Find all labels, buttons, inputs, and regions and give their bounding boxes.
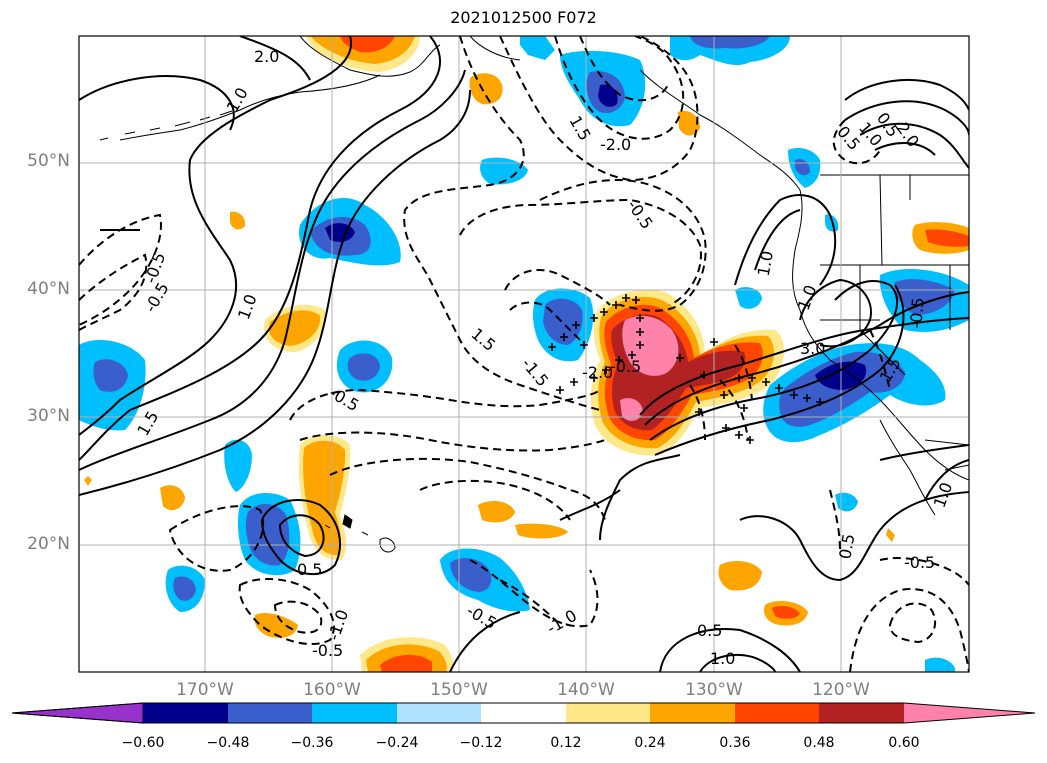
lon-label-160w: 160°W xyxy=(303,680,361,700)
contour-label: 1.0 xyxy=(710,649,735,668)
colorbar-bin xyxy=(566,703,650,723)
colorbar xyxy=(11,702,1036,724)
contour-label: -2.0 xyxy=(582,363,613,382)
contour-label: 0.5 xyxy=(297,560,322,579)
colorbar-bin xyxy=(735,703,819,723)
colorbar-tick-label: −0.60 xyxy=(121,735,165,751)
contour-label: -0.5 xyxy=(312,641,343,660)
contour-label: -2.0 xyxy=(600,135,631,154)
colorbar-tick-label: −0.48 xyxy=(206,735,250,751)
graticule xyxy=(79,36,969,672)
contour-label: 3.0 xyxy=(800,339,825,358)
contour-label: -0.5 xyxy=(904,553,935,572)
lat-label-30n: 30°N xyxy=(27,406,70,426)
colorbar-tick-label: 0.24 xyxy=(634,735,666,751)
colorbar-tick-label: −0.24 xyxy=(375,735,419,751)
contour-label: 2.0 xyxy=(254,47,279,66)
colorbar-bin xyxy=(143,703,228,723)
contour-label: 1.0 xyxy=(754,249,777,277)
map-content: 2.0 1.0 1.5 -2.0 -0.5 1.0 -0.5 1.5 2.0 0… xyxy=(79,36,969,672)
contour-label: -0.5 xyxy=(610,357,641,376)
colorbar-tick-label: 0.48 xyxy=(803,735,835,751)
colorbar-bin xyxy=(312,703,397,723)
colorbar-max-extend xyxy=(904,703,1035,723)
contour-label: 0.5 xyxy=(835,532,858,560)
lon-label-170w: 170°W xyxy=(176,680,234,700)
colorbar-bin xyxy=(819,703,904,723)
positive-contours xyxy=(79,36,969,672)
colorbar-bin xyxy=(650,703,735,723)
colorbar-bin xyxy=(481,703,566,723)
colorbar-tick-label: −0.36 xyxy=(290,735,334,751)
lon-label-150w: 150°W xyxy=(430,680,488,700)
map-frame xyxy=(78,35,970,673)
lon-label-120w: 120°W xyxy=(812,680,870,700)
map-title: 2021012500 F072 xyxy=(450,8,597,27)
colorbar-tick-label: 0.60 xyxy=(888,735,920,751)
lat-label-50n: 50°N xyxy=(27,151,70,171)
colorbar-bin xyxy=(228,703,312,723)
contour-label: -0.5 xyxy=(906,297,928,330)
contour-label: 0.5 xyxy=(697,621,722,640)
lat-label-40n: 40°N xyxy=(27,279,70,299)
colorbar-tick-label: 0.36 xyxy=(719,735,751,751)
colorbar-min-extend xyxy=(11,702,144,724)
lon-label-130w: 130°W xyxy=(685,680,743,700)
negative-contours xyxy=(79,36,969,672)
shaded-fields xyxy=(79,36,969,672)
colorbar-tick-label: 0.12 xyxy=(550,735,582,751)
significance-markers xyxy=(548,294,824,444)
lon-label-140w: 140°W xyxy=(557,680,615,700)
lat-label-20n: 20°N xyxy=(27,534,70,554)
colorbar-bin xyxy=(397,703,481,723)
coastlines xyxy=(99,36,969,553)
colorbar-tick-label: −0.12 xyxy=(459,735,503,751)
